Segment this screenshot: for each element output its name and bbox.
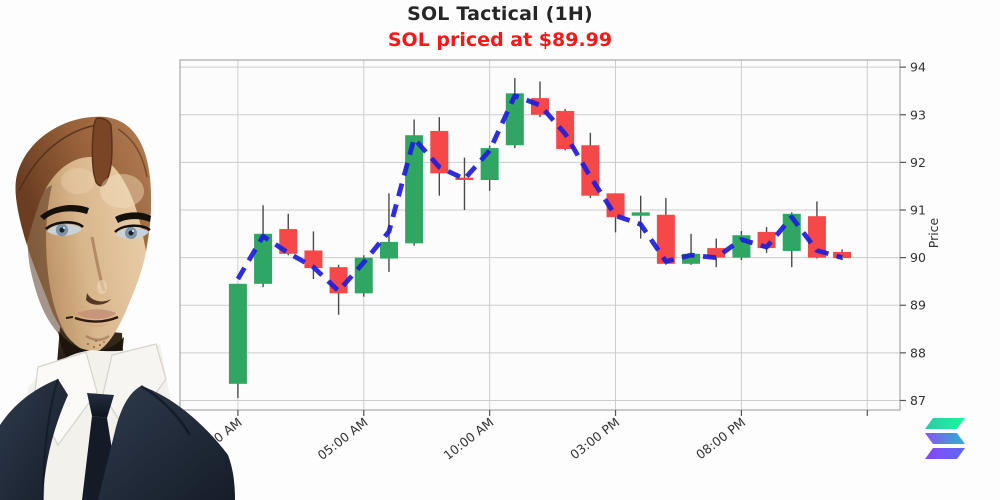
candle-body — [682, 253, 701, 264]
candle-body — [254, 233, 273, 284]
x-tick-label: 10:00 AM — [440, 415, 496, 463]
robot-upper-lip — [77, 309, 116, 319]
candle-body — [379, 241, 398, 259]
y-tick-label: 92 — [910, 155, 926, 170]
y-axis: 87 88 89 90 91 92 93 94 Price — [900, 60, 941, 408]
y-tick-label: 88 — [910, 345, 926, 360]
robot-highlight — [97, 280, 107, 294]
robot-tie-knot — [87, 393, 114, 418]
x-axis: 12:00 AM 05:00 AM 10:00 AM 03:00 PM 08:00 PM — [189, 410, 868, 463]
robot-skull-cap — [15, 116, 152, 251]
y-tick-label: 89 — [910, 298, 926, 313]
robot-mouth-line — [74, 315, 119, 323]
robot-lower-lip — [79, 320, 114, 327]
candle-body — [505, 93, 524, 146]
robot-stubble — [87, 340, 105, 348]
candle-body — [556, 110, 575, 150]
candle-body — [606, 193, 625, 218]
robot-lapel-line — [42, 378, 59, 500]
robot-eye-left — [45, 221, 84, 237]
solana-bar-middle — [925, 433, 965, 444]
x-tick-label: 05:00 AM — [315, 415, 371, 463]
robot-lapel-line — [140, 384, 192, 436]
robot-crest — [91, 117, 113, 187]
robot-skull-seam — [117, 128, 148, 178]
candle-body — [455, 177, 474, 180]
robot-avatar-image — [0, 116, 235, 500]
robot-eyebrow-right — [115, 212, 151, 223]
robot-jacket-right — [98, 386, 235, 500]
chart-subtitle-price: SOL priced at $89.99 — [387, 29, 613, 51]
chart-title: SOL Tactical (1H) — [407, 3, 593, 25]
y-tick-label: 94 — [910, 60, 926, 75]
robot-face-shadow — [27, 185, 75, 346]
robot-nostrils — [86, 293, 111, 305]
solana-bar-bottom — [925, 448, 965, 459]
solana-logo-icon — [925, 418, 965, 459]
robot-highlight — [100, 174, 144, 208]
candle-body — [228, 283, 247, 384]
x-tick-label: 03:00 PM — [567, 415, 622, 463]
candle-body — [656, 214, 675, 264]
y-tick-label: 91 — [910, 203, 926, 218]
gridlines-layer — [180, 60, 900, 410]
plot-border — [179, 59, 901, 411]
robot-skull-seam — [18, 123, 103, 192]
candle-body — [833, 251, 852, 259]
y-tick-label: 93 — [910, 107, 926, 122]
candle-body — [807, 216, 826, 258]
robot-highlight — [61, 168, 95, 194]
plot-area — [180, 60, 900, 410]
y-tick-label: 87 — [910, 393, 926, 408]
y-tick-label: 90 — [910, 250, 926, 265]
candle-body — [631, 212, 650, 216]
y-axis-label: Price — [926, 217, 941, 248]
robot-eyebrow-left — [40, 204, 89, 220]
ma-line — [235, 93, 843, 294]
solana-bar-top — [925, 418, 965, 429]
candle-body — [707, 248, 726, 258]
robot-chin-crease — [85, 334, 110, 341]
robot-mouth-corner — [65, 316, 74, 319]
robot-eye-right — [114, 224, 151, 239]
candle-body — [405, 135, 424, 244]
x-tick-label: 08:00 PM — [693, 415, 748, 463]
candle-body — [304, 250, 323, 269]
